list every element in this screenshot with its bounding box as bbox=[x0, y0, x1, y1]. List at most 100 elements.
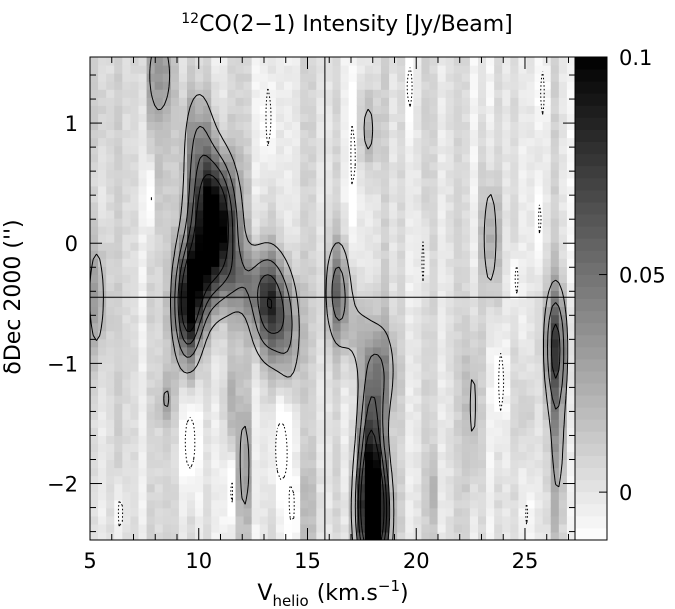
heat-cell bbox=[106, 121, 115, 131]
heat-cell bbox=[195, 419, 204, 428]
heat-cell bbox=[478, 322, 487, 332]
heat-cell bbox=[494, 451, 503, 461]
heat-cell bbox=[114, 475, 123, 485]
heat-cell bbox=[162, 129, 172, 139]
heat-cell bbox=[170, 266, 180, 275]
heat-cell bbox=[114, 65, 123, 74]
heat-cell bbox=[478, 226, 487, 235]
heat-cell bbox=[146, 121, 156, 131]
heat-cell bbox=[469, 427, 479, 436]
heat-cell bbox=[356, 282, 366, 292]
heat-cell bbox=[195, 507, 204, 517]
heat-cell bbox=[453, 387, 463, 396]
heat-cell bbox=[510, 185, 520, 195]
heat-cell bbox=[300, 338, 309, 348]
heat-cell bbox=[461, 403, 471, 412]
heat-cell bbox=[518, 515, 528, 525]
heat-cell bbox=[130, 515, 140, 525]
heat-cell bbox=[162, 145, 172, 155]
heat-cell bbox=[219, 314, 229, 324]
heat-cell bbox=[90, 330, 99, 340]
heat-cell bbox=[502, 515, 511, 525]
heat-cell bbox=[478, 298, 487, 308]
heat-cell bbox=[510, 346, 520, 356]
heat-cell bbox=[356, 338, 366, 348]
heat-cell bbox=[526, 322, 536, 332]
heat-cell bbox=[413, 121, 423, 131]
heat-cell bbox=[162, 459, 172, 469]
heat-cell bbox=[292, 57, 301, 66]
heat-cell bbox=[445, 266, 455, 275]
heat-cell bbox=[469, 282, 479, 292]
heat-cell bbox=[405, 145, 414, 155]
heat-cell bbox=[413, 250, 423, 259]
heat-cell bbox=[308, 137, 317, 147]
heat-cell bbox=[284, 193, 293, 203]
heat-cell bbox=[300, 282, 309, 292]
heat-cell bbox=[558, 169, 568, 179]
colorbar-step bbox=[575, 419, 607, 432]
heat-cell bbox=[316, 169, 326, 179]
heat-cell bbox=[292, 499, 301, 509]
heat-cell bbox=[267, 81, 277, 90]
heat-cell bbox=[235, 419, 245, 428]
heat-cell bbox=[494, 338, 503, 348]
heat-cell bbox=[558, 185, 568, 195]
heat-cell bbox=[114, 73, 123, 82]
heat-cell bbox=[461, 395, 471, 404]
heat-cell bbox=[356, 161, 366, 171]
heat-cell bbox=[405, 483, 414, 493]
heat-cell bbox=[146, 258, 156, 267]
heat-cell bbox=[90, 370, 99, 380]
heat-cell bbox=[98, 129, 107, 139]
heat-cell bbox=[195, 81, 204, 90]
heat-cell bbox=[469, 523, 479, 533]
heat-cell bbox=[292, 387, 301, 396]
heat-cell bbox=[405, 177, 414, 187]
heat-cell bbox=[203, 387, 212, 396]
heat-cell bbox=[146, 322, 156, 332]
heat-cell bbox=[219, 459, 229, 469]
heat-cell bbox=[195, 451, 204, 461]
heat-cell bbox=[372, 258, 382, 267]
heat-cell bbox=[478, 467, 487, 477]
heat-cell bbox=[372, 314, 382, 324]
heat-cell bbox=[243, 161, 253, 171]
heat-cell bbox=[461, 290, 471, 300]
heat-cell bbox=[316, 250, 326, 259]
heat-cell bbox=[372, 507, 382, 517]
heat-cell bbox=[461, 387, 471, 396]
heat-cell bbox=[566, 515, 575, 525]
heat-cell bbox=[437, 459, 447, 469]
heat-cell bbox=[445, 258, 455, 267]
heat-cell bbox=[364, 89, 374, 98]
heat-cell bbox=[170, 105, 180, 114]
heat-cell bbox=[510, 161, 520, 171]
heat-cell bbox=[170, 129, 180, 139]
heat-cell bbox=[187, 306, 196, 316]
heat-cell bbox=[114, 153, 123, 163]
heat-cell bbox=[445, 137, 455, 147]
heat-cell bbox=[542, 89, 552, 98]
heat-cell bbox=[211, 193, 220, 203]
heat-cell bbox=[502, 169, 511, 179]
heat-cell bbox=[114, 290, 123, 300]
heat-cell bbox=[494, 169, 503, 179]
heat-cell bbox=[550, 97, 560, 106]
heat-cell bbox=[267, 185, 277, 195]
heat-cell bbox=[316, 531, 326, 540]
heat-cell bbox=[356, 362, 366, 372]
heat-cell bbox=[453, 105, 463, 114]
heat-cell bbox=[259, 234, 269, 243]
heat-cell bbox=[510, 435, 520, 444]
heat-cell bbox=[405, 387, 414, 396]
heat-cell bbox=[372, 97, 382, 106]
heat-cell bbox=[389, 330, 398, 340]
heat-cell bbox=[130, 459, 140, 469]
heat-cell bbox=[421, 201, 431, 211]
heat-cell bbox=[453, 395, 463, 404]
heat-cell bbox=[227, 314, 237, 324]
heat-cell bbox=[130, 370, 140, 380]
heat-cell bbox=[308, 97, 317, 106]
heat-cell bbox=[348, 427, 358, 436]
